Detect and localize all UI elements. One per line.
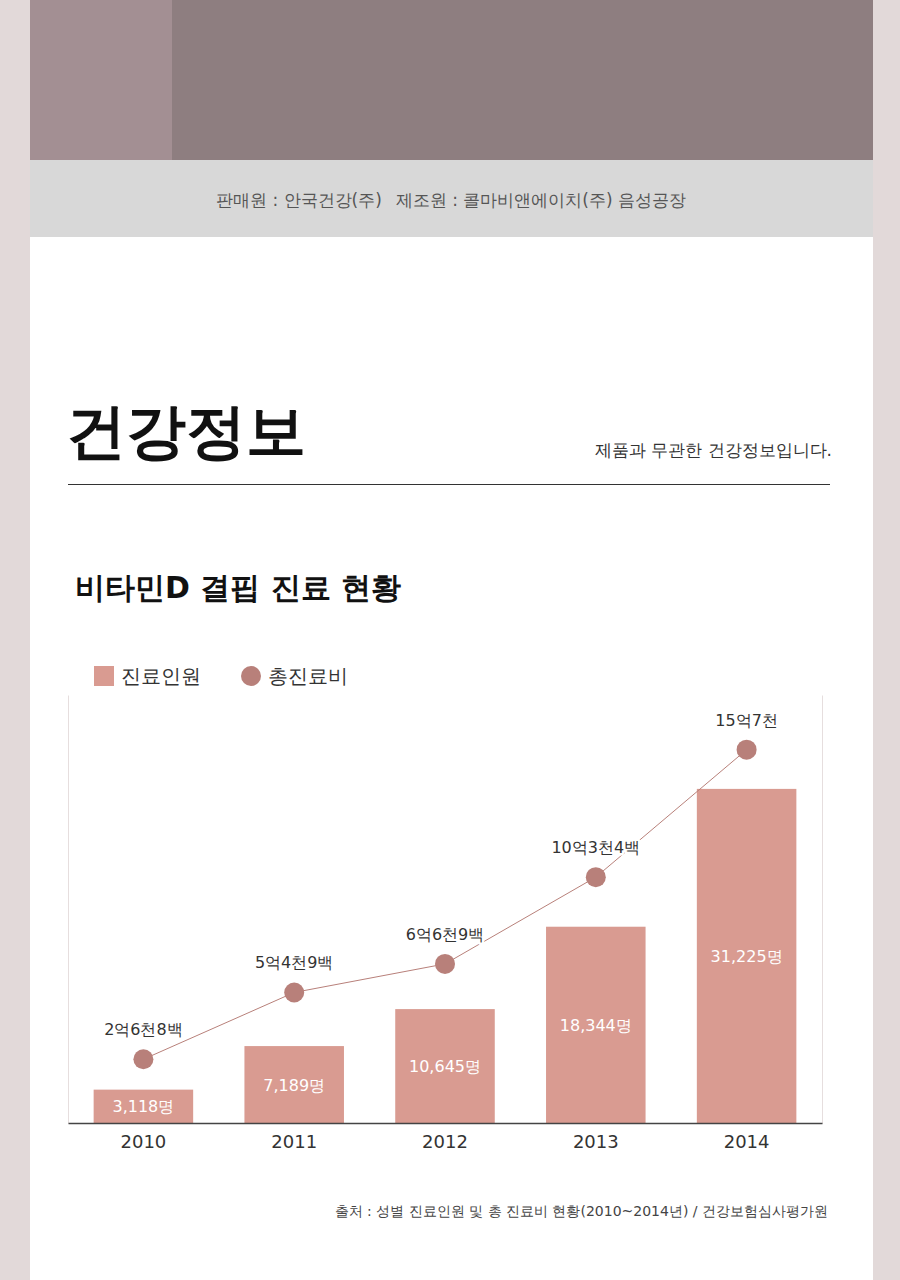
- card: [30, 237, 873, 1280]
- line-label: 6억6천9백: [406, 925, 485, 944]
- bar: [546, 927, 646, 1123]
- y-axis: [68, 696, 69, 1124]
- legend-label: 총진료비: [268, 664, 348, 688]
- bar: [244, 1046, 344, 1123]
- maker: 제조원 : 콜마비앤에이치(주) 음성공장: [396, 190, 686, 210]
- x-tick-label: 2012: [422, 1131, 468, 1152]
- y2-axis-line: [822, 696, 823, 1124]
- plot-marks: [94, 740, 797, 1123]
- x-tick-label: 2014: [724, 1131, 770, 1152]
- bar-label: 18,344명: [560, 1016, 632, 1035]
- bar: [94, 1090, 194, 1123]
- page: 판매원 : 안국건강(주) 제조원 : 콜마비앤에이치(주) 음성공장건강정보제품…: [0, 0, 900, 1280]
- legend-item: 진료인원: [94, 664, 201, 688]
- line-point: [284, 982, 304, 1002]
- legend: 진료인원 총진료비: [94, 664, 348, 688]
- x-tick: 2010: [120, 1131, 166, 1152]
- line-point: [435, 954, 455, 974]
- line: [143, 750, 746, 1060]
- legend-swatch: [94, 666, 114, 686]
- y-axis-line: [68, 696, 69, 1124]
- data-labels: 3,118명 7,189명 10,645명 18,344명 31,225명 2억6천8백 5…: [104, 711, 782, 1117]
- x-tick-label: 2013: [573, 1131, 619, 1152]
- line-point: [586, 867, 606, 887]
- line-label: 2억6천8백: [104, 1020, 183, 1039]
- x-tick-label: 2010: [120, 1131, 166, 1152]
- x-tick: 2013: [573, 1131, 619, 1152]
- y2-axis: [822, 696, 823, 1124]
- heading: 건강정보: [66, 396, 306, 466]
- divider: [68, 484, 830, 485]
- bar-label: 31,225명: [711, 947, 783, 966]
- line-label: 10억3천4백: [551, 838, 640, 857]
- legend-label: 진료인원: [121, 664, 201, 688]
- info-text: 판매원 : 안국건강(주) 제조원 : 콜마비앤에이치(주) 음성공장: [216, 190, 686, 210]
- legend-item: 총진료비: [241, 664, 348, 688]
- bar: [395, 1009, 495, 1123]
- x-tick-label: 2011: [271, 1131, 317, 1152]
- photo-strip: [30, 0, 873, 160]
- legend-swatch: [241, 666, 261, 686]
- photo-strip-left: [30, 0, 172, 160]
- background: [0, 0, 900, 1280]
- x-axis-line: [69, 1123, 823, 1125]
- bar-label: 7,189명: [263, 1076, 325, 1095]
- line-label: 5억4천9백: [255, 953, 334, 972]
- info-band: [30, 160, 873, 237]
- line-point: [737, 740, 757, 760]
- seller: 판매원 : 안국건강(주): [216, 190, 382, 210]
- bar-label: 3,118명: [112, 1097, 174, 1116]
- source: 출처 : 성별 진료인원 및 총 진료비 현황(2010~2014년) / 건강…: [335, 1203, 828, 1219]
- x-tick: 2012: [422, 1131, 468, 1152]
- bar-label: 10,645명: [409, 1057, 481, 1076]
- x-tick: 2011: [271, 1131, 317, 1152]
- line-label: 15억7천: [715, 711, 778, 730]
- bar: [697, 789, 797, 1123]
- chart-title: 비타민D 결핍 진료 현황: [75, 570, 401, 605]
- x-tick: 2014: [724, 1131, 770, 1152]
- x-axis: 2010 2011 2012 2013 2014: [69, 1124, 823, 1152]
- line-point: [133, 1049, 153, 1069]
- notice: 제품과 무관한 건강정보입니다.: [595, 440, 832, 460]
